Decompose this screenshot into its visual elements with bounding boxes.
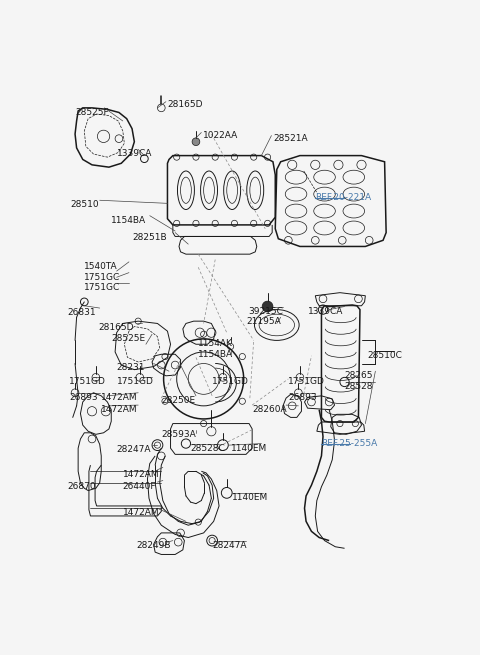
Text: 28249B: 28249B — [137, 540, 171, 550]
Text: 1022AA: 1022AA — [203, 131, 238, 140]
Text: 28250E: 28250E — [161, 396, 195, 405]
Text: 1140EM: 1140EM — [232, 493, 268, 502]
Text: 28510: 28510 — [71, 200, 99, 209]
Text: 26870: 26870 — [67, 482, 96, 491]
Text: 1472AM: 1472AM — [123, 470, 159, 479]
Text: 1140EM: 1140EM — [230, 443, 267, 453]
Text: 28247A: 28247A — [117, 445, 151, 454]
Text: 28510C: 28510C — [368, 351, 403, 360]
Text: 39215C: 39215C — [248, 307, 283, 316]
Text: 26831: 26831 — [67, 308, 96, 317]
Text: 28525F: 28525F — [75, 108, 108, 117]
Text: 28593A: 28593A — [161, 430, 196, 439]
Text: 28521A: 28521A — [273, 134, 308, 143]
Text: 1751GD: 1751GD — [288, 377, 325, 386]
Text: 26440F: 26440F — [123, 482, 156, 491]
Circle shape — [262, 301, 273, 312]
Text: 26893: 26893 — [288, 393, 317, 402]
Text: 1154BA: 1154BA — [111, 215, 146, 225]
Text: 28525E: 28525E — [111, 334, 145, 343]
Text: 1540TA: 1540TA — [84, 262, 118, 271]
Text: 1751GD: 1751GD — [69, 377, 106, 386]
Text: 1339CA: 1339CA — [308, 307, 343, 316]
Text: 1751GD: 1751GD — [212, 377, 249, 386]
Text: 28528: 28528 — [345, 382, 373, 391]
Text: 28165D: 28165D — [168, 100, 203, 109]
Text: 26893: 26893 — [69, 393, 97, 402]
Text: 28251B: 28251B — [132, 233, 167, 242]
Text: 28528C: 28528C — [191, 443, 225, 453]
Text: 1751GC: 1751GC — [84, 284, 120, 292]
Text: 1154AK: 1154AK — [198, 339, 233, 348]
Text: 1472AM: 1472AM — [101, 393, 138, 402]
Text: 1751GC: 1751GC — [84, 272, 120, 282]
Text: 1154BA: 1154BA — [198, 350, 233, 359]
Text: 28165D: 28165D — [98, 324, 133, 333]
Text: 1339CA: 1339CA — [117, 149, 152, 159]
Text: REF.20-221A: REF.20-221A — [315, 193, 372, 202]
Text: 21195A: 21195A — [246, 317, 281, 326]
Text: 1472AM: 1472AM — [101, 405, 138, 414]
Text: 28231: 28231 — [117, 364, 145, 373]
Text: 28260A: 28260A — [252, 405, 287, 414]
Text: 1751GD: 1751GD — [117, 377, 154, 386]
Text: REF.25-255A: REF.25-255A — [322, 439, 378, 448]
Text: 28247A: 28247A — [212, 540, 247, 550]
Circle shape — [192, 138, 200, 145]
Text: 1472AM: 1472AM — [123, 508, 159, 517]
Text: 28265: 28265 — [345, 371, 373, 380]
